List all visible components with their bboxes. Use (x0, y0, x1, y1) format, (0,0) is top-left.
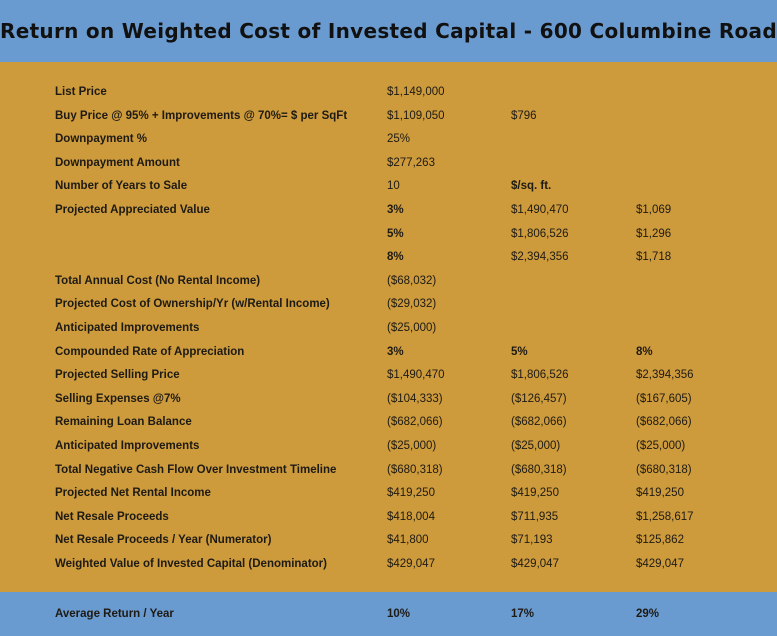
row-label: List Price (55, 86, 107, 98)
value-col-1: ($680,318) (387, 463, 443, 476)
table-row: Downpayment % 25% (0, 128, 777, 152)
value-col-2: 5% (511, 345, 528, 358)
value-col-1: $419,250 (387, 487, 435, 500)
value-col-3: $2,394,356 (636, 369, 694, 382)
row-label: Number of Years to Sale (55, 180, 188, 193)
value-col-2: $1,806,526 (511, 227, 569, 240)
summary-footer: Average Return / Year 10% 17% 29% (0, 592, 777, 636)
row-label: Remaining Loan Balance (55, 416, 192, 429)
table-row: 5% $1,806,526 $1,296 (0, 223, 777, 247)
value-col-1: ($682,066) (387, 416, 443, 429)
value-col-2: $2,394,356 (511, 251, 569, 264)
value-col-1: ($104,333) (387, 392, 443, 405)
value-col-2: $71,193 (511, 534, 553, 547)
table-row: Total Annual Cost (No Rental Income) ($6… (0, 270, 777, 294)
value-col-2: ($680,318) (511, 463, 567, 476)
page-title: Return on Weighted Cost of Invested Capi… (0, 19, 777, 43)
summary-col-1: 10% (387, 608, 411, 620)
row-label: Compounded Rate of Appreciation (55, 345, 245, 358)
summary-col-3: 29% (636, 608, 660, 620)
table-row: Anticipated Improvements ($25,000) ($25,… (0, 435, 777, 459)
value-col-2: $1,490,470 (511, 203, 569, 216)
value-col-1: 5% (387, 227, 404, 240)
value-col-3: $419,250 (636, 487, 684, 500)
value-col-2: $429,047 (511, 557, 559, 570)
value-col-1: ($68,032) (387, 274, 437, 287)
table-row: Downpayment Amount $277,263 (0, 152, 777, 176)
value-col-2: ($682,066) (511, 416, 567, 429)
value-col-1: $277,263 (387, 156, 435, 169)
value-col-2: $796 (511, 109, 537, 122)
table-row: Projected Selling Price $1,490,470 $1,80… (0, 364, 777, 388)
row-label: Total Annual Cost (No Rental Income) (55, 274, 261, 287)
table-row: Number of Years to Sale 10 $/sq. ft. (0, 175, 777, 199)
value-col-2: $1,806,526 (511, 369, 569, 382)
value-col-3: $1,718 (636, 251, 672, 264)
value-col-1: $1,109,050 (387, 109, 445, 122)
value-col-1: 3% (387, 203, 404, 216)
table-row: Compounded Rate of Appreciation 3% 5% 8% (0, 341, 777, 365)
row-label: Total Negative Cash Flow Over Investment… (55, 463, 337, 476)
table-row: Selling Expenses @7% ($104,333) ($126,45… (0, 388, 777, 412)
table-row: Anticipated Improvements ($25,000) (0, 317, 777, 341)
value-col-1: $418,004 (387, 510, 435, 523)
summary-label: Average Return / Year (55, 608, 174, 620)
value-col-3: $1,258,617 (636, 510, 694, 523)
value-col-3: $1,296 (636, 227, 672, 240)
value-col-1: $1,490,470 (387, 369, 445, 382)
value-col-2: ($25,000) (511, 439, 561, 452)
table-row: Net Resale Proceeds / Year (Numerator) $… (0, 529, 777, 553)
table-row: Projected Net Rental Income $419,250 $41… (0, 482, 777, 506)
table-row: Remaining Loan Balance ($682,066) ($682,… (0, 411, 777, 435)
value-col-1: ($25,000) (387, 439, 437, 452)
row-label: Projected Selling Price (55, 369, 180, 382)
value-col-3: $125,862 (636, 534, 684, 547)
value-col-1: ($25,000) (387, 321, 437, 334)
value-col-2: ($126,457) (511, 392, 567, 405)
value-col-2: $419,250 (511, 487, 559, 500)
value-col-3: ($25,000) (636, 439, 686, 452)
value-col-2: $711,935 (511, 510, 559, 523)
row-label: Net Resale Proceeds (55, 510, 169, 523)
summary-col-2: 17% (511, 608, 535, 620)
value-col-3: ($680,318) (636, 463, 692, 476)
value-col-1: $429,047 (387, 557, 435, 570)
table-row: Total Negative Cash Flow Over Investment… (0, 459, 777, 483)
row-label: Projected Cost of Ownership/Yr (w/Rental… (55, 298, 330, 311)
value-col-3: $1,069 (636, 203, 672, 216)
row-label: Downpayment % (55, 133, 148, 146)
row-label: Net Resale Proceeds / Year (Numerator) (55, 534, 272, 547)
row-label: Projected Net Rental Income (55, 487, 211, 500)
table-row: Weighted Value of Invested Capital (Deno… (0, 553, 777, 577)
row-label: Projected Appreciated Value (55, 203, 210, 216)
table-row: Net Resale Proceeds $418,004 $711,935 $1… (0, 506, 777, 530)
row-label: Downpayment Amount (55, 156, 180, 169)
row-label: Anticipated Improvements (55, 439, 200, 452)
value-col-1: 10 (387, 180, 400, 193)
row-label: Selling Expenses @7% (55, 392, 181, 405)
value-col-3: ($167,605) (636, 392, 692, 405)
summary-row: Average Return / Year 10% 17% 29% (0, 592, 777, 636)
data-table: List Price $1,149,000 Buy Price @ 95% + … (0, 81, 777, 576)
row-label: Anticipated Improvements (55, 321, 200, 334)
value-col-1: 25% (387, 133, 411, 146)
table-row: Projected Appreciated Value 3% $1,490,47… (0, 199, 777, 223)
value-col-3: 8% (636, 345, 653, 358)
value-col-3: ($682,066) (636, 416, 692, 429)
value-col-1: ($29,032) (387, 298, 437, 311)
title-banner: Return on Weighted Cost of Invested Capi… (0, 0, 777, 62)
value-col-1: $41,800 (387, 534, 429, 547)
value-col-1: $1,149,000 (387, 86, 445, 98)
table-row: Projected Cost of Ownership/Yr (w/Rental… (0, 293, 777, 317)
row-label: Buy Price @ 95% + Improvements @ 70%= $ … (55, 109, 348, 122)
row-label: Weighted Value of Invested Capital (Deno… (55, 557, 327, 570)
table-row: 8% $2,394,356 $1,718 (0, 246, 777, 270)
value-col-1: 3% (387, 345, 404, 358)
value-col-1: 8% (387, 251, 404, 264)
value-col-3: $429,047 (636, 557, 684, 570)
value-col-2: $/sq. ft. (511, 180, 552, 193)
table-row: Buy Price @ 95% + Improvements @ 70%= $ … (0, 105, 777, 129)
table-row: List Price $1,149,000 (0, 81, 777, 105)
